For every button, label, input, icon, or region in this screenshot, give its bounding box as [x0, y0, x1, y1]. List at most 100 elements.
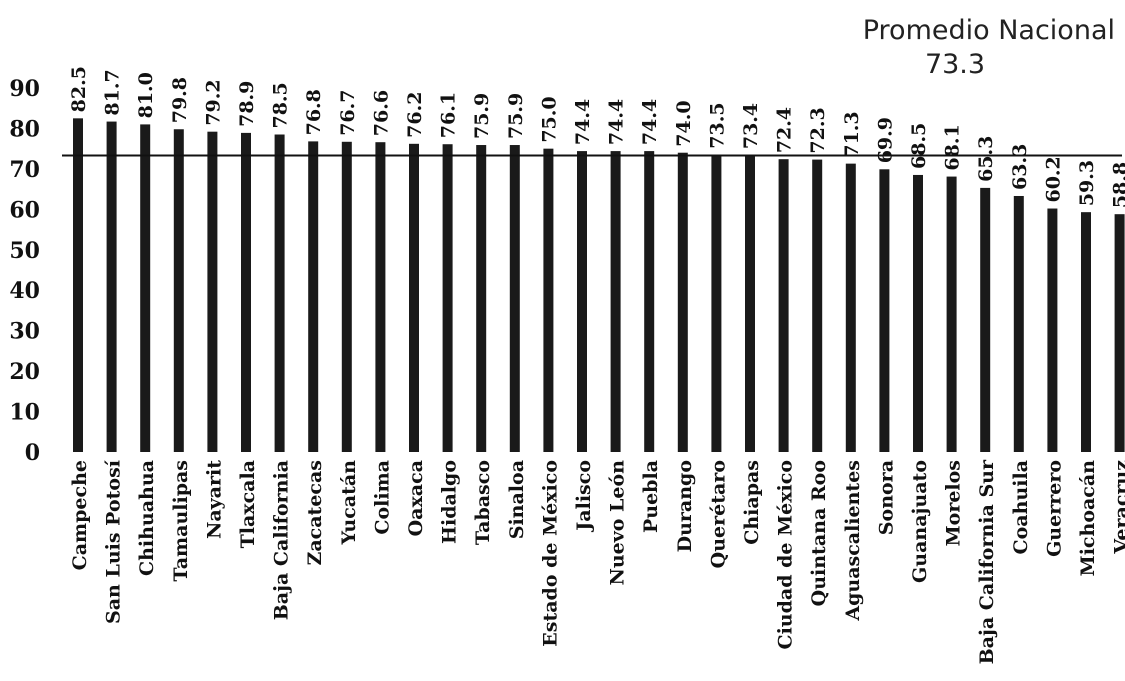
- bar: [577, 151, 587, 453]
- data-label: 81.7: [102, 69, 124, 115]
- bar: [677, 152, 688, 452]
- data-label: 60.2: [1042, 156, 1064, 202]
- bar: [274, 134, 285, 452]
- x-tick-label: Oaxaca: [405, 460, 427, 536]
- x-tick-label: Baja California Sur: [976, 459, 998, 664]
- bar: [1047, 208, 1058, 452]
- data-label: 78.5: [270, 82, 292, 128]
- bar: [1013, 195, 1024, 452]
- data-label: 73.4: [740, 103, 762, 149]
- y-tick-label: 10: [9, 400, 40, 426]
- y-tick-label: 20: [9, 359, 40, 385]
- data-label: 76.1: [438, 92, 460, 138]
- data-label: 74.4: [606, 99, 628, 145]
- x-tick-label: Morelos: [943, 460, 965, 546]
- bar: [375, 142, 386, 452]
- bar: [812, 159, 823, 452]
- x-tick-label: Nayarit: [203, 460, 225, 539]
- bar: [106, 121, 117, 453]
- bar: [173, 129, 184, 452]
- bar: [73, 118, 83, 452]
- data-label: 75.9: [471, 93, 493, 139]
- bar: [946, 176, 957, 452]
- bars-group: [73, 118, 1125, 453]
- data-label: 76.8: [303, 89, 325, 135]
- x-tick-label: Yucatán: [338, 460, 360, 546]
- y-tick-label: 40: [9, 278, 40, 304]
- data-label: 58.8: [1110, 162, 1125, 208]
- reference-annotation: Promedio Nacional 73.3: [795, 14, 1115, 82]
- data-label: 69.9: [874, 117, 896, 163]
- x-axis: Campeche San Luis Potosí Chihuahua Tamaulip…: [69, 459, 1125, 664]
- data-label: 68.1: [942, 124, 964, 170]
- y-tick-label: 60: [9, 197, 40, 223]
- data-label: 76.7: [337, 90, 359, 136]
- x-tick-label: Querétaro: [707, 460, 729, 568]
- x-tick-label: Guanajuato: [909, 460, 931, 583]
- bar: [308, 141, 319, 453]
- y-tick-label: 30: [9, 319, 40, 345]
- reference-value: 73.3: [924, 49, 986, 80]
- value-labels-group: 82.5 81.7 81.0 79.8 79.2 78.9 78.5 76.8 76.7 76.6…: [68, 66, 1125, 208]
- bar: [610, 151, 621, 453]
- x-tick-label: Campeche: [69, 460, 91, 570]
- data-label: 74.4: [639, 99, 661, 145]
- bar: [140, 124, 151, 453]
- data-label: 73.5: [706, 102, 728, 148]
- data-label: 81.0: [135, 72, 157, 118]
- x-tick-label: Sinaloa: [506, 460, 528, 539]
- x-tick-label: Aguascalientes: [842, 460, 864, 622]
- bar: [980, 187, 991, 453]
- x-tick-label: Guerrero: [1043, 460, 1065, 557]
- data-label: 76.6: [370, 90, 392, 136]
- data-label: 74.0: [673, 100, 695, 146]
- x-tick-label: Puebla: [640, 460, 662, 533]
- x-tick-label: Veracruz: [1111, 460, 1125, 555]
- bar: [442, 144, 453, 452]
- data-label: 78.9: [236, 81, 258, 127]
- bar: [543, 148, 554, 452]
- x-tick-label: Estado de México: [539, 460, 561, 647]
- x-tick-label: Tamaulipas: [170, 460, 192, 582]
- y-tick-label: 50: [9, 238, 40, 264]
- data-label: 82.5: [68, 66, 90, 112]
- y-tick-label: 70: [9, 157, 40, 183]
- data-label: 79.8: [169, 77, 191, 123]
- x-tick-label: Chiapas: [741, 460, 763, 545]
- x-tick-label: Coahuila: [1010, 460, 1032, 554]
- x-tick-label: Zacatecas: [304, 460, 326, 566]
- y-axis: 0 10 20 30 40 50 60 70 80 90: [9, 76, 40, 466]
- data-label: 59.3: [1076, 160, 1098, 206]
- x-tick-label: Nuevo León: [607, 460, 629, 586]
- x-tick-label: Colima: [371, 460, 393, 535]
- x-tick-label: Jalisco: [573, 460, 595, 533]
- x-tick-label: Sonora: [875, 460, 897, 535]
- data-label: 72.4: [774, 107, 796, 153]
- data-label: 74.4: [572, 99, 594, 145]
- data-label: 71.3: [841, 111, 863, 157]
- bar: [476, 145, 487, 452]
- data-label: 75.9: [505, 93, 527, 139]
- bar: [644, 151, 655, 453]
- y-tick-label: 80: [9, 116, 40, 142]
- data-label: 63.3: [1009, 144, 1031, 190]
- x-tick-label: Baja California: [271, 460, 293, 620]
- bar: [745, 155, 755, 453]
- bar: [845, 163, 856, 452]
- bar: [1081, 212, 1091, 452]
- x-tick-label: Chihuahua: [136, 460, 158, 576]
- x-tick-label: Hidalgo: [439, 460, 461, 544]
- x-tick-label: Tabasco: [472, 460, 494, 545]
- y-tick-label: 90: [9, 76, 40, 102]
- reference-label: Promedio Nacional: [862, 15, 1115, 46]
- bar: [879, 169, 890, 452]
- data-label: 65.3: [975, 136, 997, 182]
- bar: [509, 145, 520, 452]
- x-tick-label: Ciudad de México: [775, 460, 797, 650]
- bar: [913, 174, 923, 452]
- data-label: 68.5: [908, 123, 930, 169]
- data-label: 76.2: [404, 92, 426, 138]
- bar: [1114, 214, 1125, 452]
- data-label: 79.2: [202, 79, 224, 125]
